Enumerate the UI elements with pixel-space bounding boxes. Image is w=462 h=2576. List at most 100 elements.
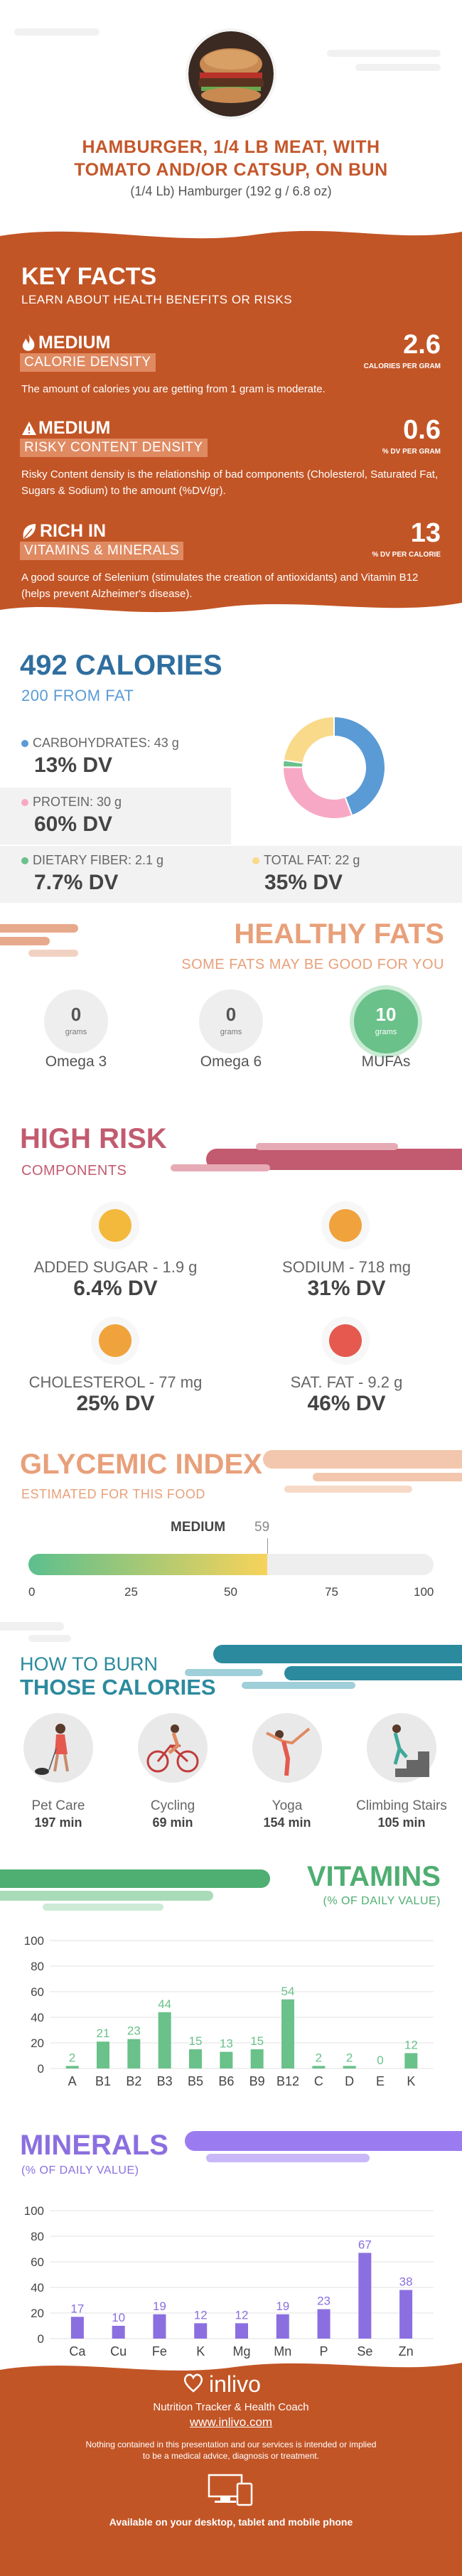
bar-K <box>404 2053 418 2068</box>
y-tick-label: 0 <box>38 2332 44 2346</box>
y-tick-label: 40 <box>31 2281 44 2295</box>
decor-stripe <box>0 924 78 933</box>
bar-value-label: 54 <box>281 1985 295 1998</box>
footer-url[interactable]: www.inlivo.com <box>189 2415 273 2429</box>
omega3-unit: grams <box>65 1028 87 1036</box>
serving-size: (1/4 Lb) Hamburger (192 g / 6.8 oz) <box>130 184 332 198</box>
cholesterol-dv: 25% DV <box>76 1392 155 1415</box>
fats-subtitle: SOME FATS MAY BE GOOD FOR YOU <box>181 957 444 972</box>
bar-Fe <box>153 2314 166 2339</box>
calorie-density-desc: The amount of calories you are getting f… <box>21 383 326 395</box>
y-tick-label: 80 <box>31 1960 44 1973</box>
glycemic-subtitle: ESTIMATED FOR THIS FOOD <box>21 1487 205 1501</box>
decor-stripe <box>206 2154 370 2162</box>
y-tick-label: 20 <box>31 2307 44 2320</box>
x-tick-label: B12 <box>276 2074 299 2088</box>
bar-B3 <box>158 2012 171 2068</box>
y-tick-label: 80 <box>31 2230 44 2243</box>
bar-B5 <box>189 2049 202 2068</box>
bar-value-label: 23 <box>317 2295 331 2308</box>
fiber-label: DIETARY FIBER: 2.1 g <box>21 853 163 868</box>
vitamins-bar-chart: 0204060801002A21B123B244B315B513B615B954… <box>24 1934 434 2088</box>
decor-cloud <box>0 1622 64 1631</box>
decor-stripe <box>185 2131 462 2151</box>
footer-brand: inlivo <box>209 2371 261 2397</box>
bar-value-label: 0 <box>377 2054 383 2067</box>
footer-available: Available on your desktop, tablet and mo… <box>109 2516 353 2528</box>
bar-value-label: 67 <box>358 2238 372 2251</box>
cycling-label: Cycling <box>150 1798 195 1813</box>
x-tick-label: P <box>320 2344 328 2358</box>
bar-B2 <box>127 2039 141 2068</box>
calories-title: 492 CALORIES <box>20 650 222 681</box>
x-tick-label: E <box>376 2074 385 2088</box>
minerals-subtitle: (% OF DAILY VALUE) <box>21 2164 139 2177</box>
bar-Cu <box>112 2326 125 2339</box>
donut-slice-total-fat <box>282 715 335 764</box>
x-tick-label: Mg <box>232 2344 250 2358</box>
flame-icon <box>21 334 36 353</box>
omega3-label: Omega 3 <box>45 1053 107 1070</box>
yoga-label: Yoga <box>272 1798 303 1813</box>
bar-Ca <box>70 2317 84 2339</box>
risky-density-value: 0.6 <box>403 415 441 445</box>
x-tick-label: B1 <box>95 2074 111 2088</box>
bar-value-label: 19 <box>153 2299 166 2313</box>
decor-stripe <box>242 1682 355 1689</box>
fat-dv: 35% DV <box>264 871 343 894</box>
cycling-time: 69 min <box>152 1815 193 1830</box>
fiber-dv: 7.7% DV <box>34 871 119 894</box>
decor-cloud <box>28 1635 71 1642</box>
y-tick-label: 0 <box>38 2062 44 2076</box>
rich-in-unit: % DV PER CALORIE <box>372 551 441 559</box>
key-facts-title: KEY FACTS <box>21 263 157 290</box>
x-tick-label: Zn <box>399 2344 414 2358</box>
x-tick-label: D <box>345 2074 354 2088</box>
decor-stripe <box>171 1164 270 1171</box>
footer-tagline: Nutrition Tracker & Health Coach <box>153 2401 309 2413</box>
bar-value-label: 15 <box>189 2034 203 2048</box>
glycemic-tick-50: 50 <box>224 1585 237 1599</box>
added-sugar-dv: 6.4% DV <box>73 1277 158 1300</box>
key-facts-wave-bottom <box>0 593 462 613</box>
decor-stripe <box>256 1143 398 1150</box>
bar-value-label: 17 <box>70 2302 84 2315</box>
carbs-label: CARBOHYDRATES: 43 g <box>21 736 179 751</box>
bar-value-label: 10 <box>112 2311 125 2324</box>
decor-stripe <box>263 1450 462 1469</box>
fiber-fat-block <box>0 846 462 903</box>
decor-cloud <box>327 50 441 57</box>
risky-density-unit: % DV PER GRAM <box>382 448 441 456</box>
carbs-dv: 13% DV <box>34 753 113 777</box>
calorie-density-unit: CALORIES PER GRAM <box>363 363 441 370</box>
food-title-line2: TOMATO AND/OR CATSUP, ON BUN <box>74 160 388 180</box>
decor-stripe <box>313 1473 462 1481</box>
sat-fat-label: SAT. FAT - 9.2 g <box>290 1373 403 1391</box>
y-tick-label: 40 <box>31 2011 44 2024</box>
decor-stripe <box>284 1486 412 1493</box>
footer-disclaimer-1: Nothing contained in this presentation a… <box>85 2440 377 2449</box>
bar-B12 <box>281 1999 294 2068</box>
bar-value-label: 12 <box>404 2038 418 2051</box>
x-tick-label: B5 <box>188 2074 203 2088</box>
calorie-density-label: CALORIE DENSITY <box>20 353 156 372</box>
y-tick-label: 20 <box>31 2036 44 2050</box>
omega6-label: Omega 6 <box>200 1053 262 1070</box>
carbs-label-text: CARBOHYDRATES: 43 g <box>33 736 179 750</box>
sat-fat-dv: 46% DV <box>307 1392 386 1415</box>
glycemic-marker <box>267 1538 269 1554</box>
protein-label-text: PROTEIN: 30 g <box>33 795 122 809</box>
bar-B9 <box>250 2049 264 2068</box>
mufas-label: MUFAs <box>361 1053 411 1070</box>
bar-K <box>194 2323 208 2339</box>
calorie-density-level: MEDIUM <box>38 333 111 353</box>
decor-stripe <box>0 937 50 945</box>
decor-stripe <box>0 1869 270 1888</box>
decor-cloud <box>14 28 100 36</box>
burn-title-1: HOW TO BURN <box>20 1653 159 1675</box>
risky-density-desc: Risky Content density is the relationshi… <box>21 468 439 497</box>
x-tick-label: Mn <box>274 2344 291 2358</box>
key-facts-section <box>0 249 462 594</box>
bar-C <box>312 2066 326 2068</box>
